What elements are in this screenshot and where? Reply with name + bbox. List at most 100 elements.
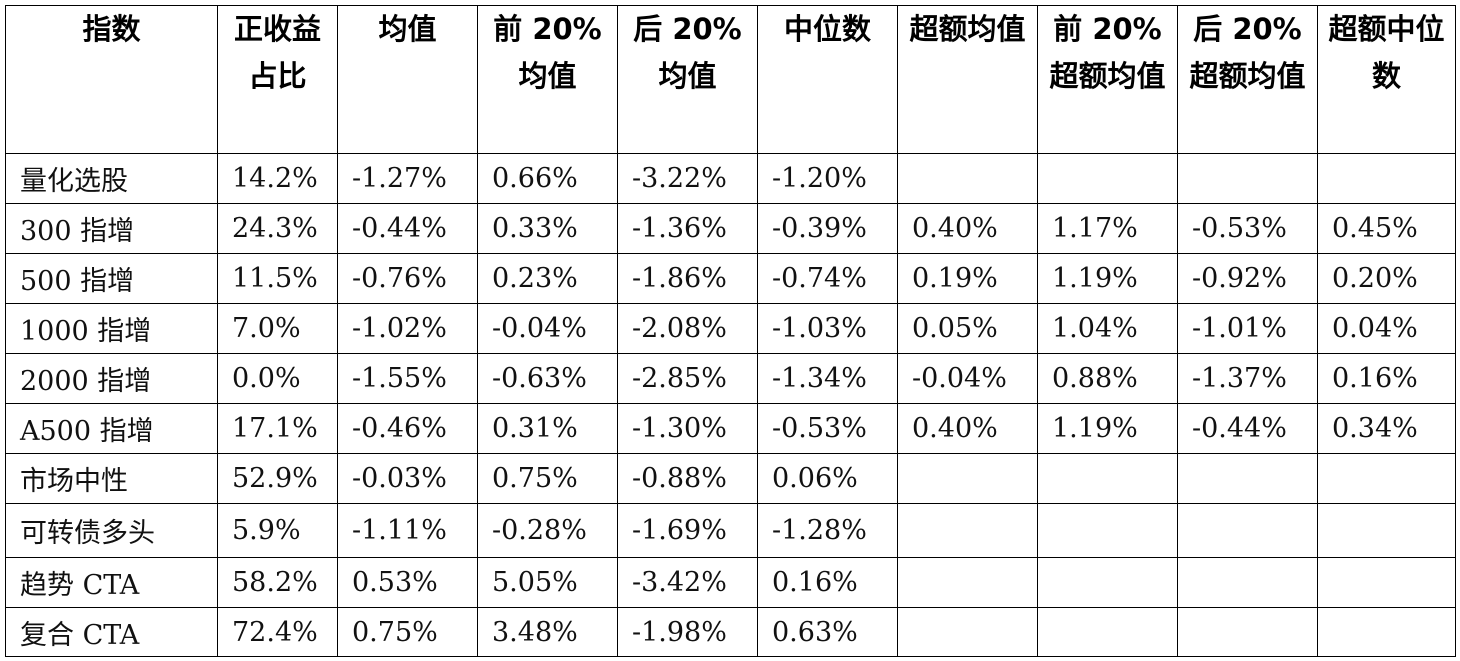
cell: -1.01% — [1177, 303, 1318, 354]
cell: -0.04% — [897, 353, 1038, 404]
cell: -3.22% — [617, 153, 758, 204]
header-cell: 超额中位数 — [1317, 5, 1456, 154]
cell: 1.17% — [1037, 203, 1178, 254]
empty-cell — [1177, 557, 1318, 608]
table-row: 可转债多头 5.9% -1.11% -0.28% -1.69% -1.28% — [5, 503, 1456, 558]
cell: -0.53% — [757, 403, 898, 454]
header-cell: 中位数 — [757, 5, 898, 154]
cell: 0.75% — [337, 607, 478, 657]
empty-cell — [897, 153, 1038, 204]
cell: -0.92% — [1177, 253, 1318, 304]
cell: -1.36% — [617, 203, 758, 254]
empty-cell — [1037, 503, 1178, 558]
row-label: 可转债多头 — [5, 503, 218, 558]
cell: -0.44% — [337, 203, 478, 254]
cell: -0.39% — [757, 203, 898, 254]
cell: 1.04% — [1037, 303, 1178, 354]
empty-cell — [897, 503, 1038, 558]
table-row: 1000 指增 7.0% -1.02% -0.04% -2.08% -1.03% 0.05%… — [5, 303, 1456, 354]
cell: -1.55% — [337, 353, 478, 404]
empty-cell — [1037, 607, 1178, 657]
cell: 0.16% — [757, 557, 898, 608]
cell: -0.03% — [337, 453, 478, 504]
cell: 58.2% — [217, 557, 338, 608]
cell: 0.40% — [897, 403, 1038, 454]
cell: 0.06% — [757, 453, 898, 504]
header-cell: 超额均值 — [897, 5, 1038, 154]
cell: 11.5% — [217, 253, 338, 304]
cell: 1.19% — [1037, 253, 1178, 304]
row-label: 500 指增 — [5, 253, 218, 304]
empty-cell — [897, 557, 1038, 608]
cell: 0.63% — [757, 607, 898, 657]
cell: -0.04% — [477, 303, 618, 354]
cell: -1.11% — [337, 503, 478, 558]
table-row: 500 指增 11.5% -0.76% 0.23% -1.86% -0.74% 0.19% 1… — [5, 253, 1456, 304]
cell: 24.3% — [217, 203, 338, 254]
row-label: 市场中性 — [5, 453, 218, 504]
cell: 7.0% — [217, 303, 338, 354]
header-row: 指数 正收益占比 均值前 20%均值后 20%均值 中位数 超额均值前 20%超额均值后… — [5, 5, 1456, 154]
cell: -3.42% — [617, 557, 758, 608]
cell: -0.88% — [617, 453, 758, 504]
cell: -0.53% — [1177, 203, 1318, 254]
cell: 0.53% — [337, 557, 478, 608]
table-row: 量化选股 14.2% -1.27% 0.66% -3.22% -1.20% — [5, 153, 1456, 204]
header-cell: 前 20%超额均值 — [1037, 5, 1178, 154]
row-label: 量化选股 — [5, 153, 218, 204]
header-cell: 后 20%超额均值 — [1177, 5, 1318, 154]
cell: -2.85% — [617, 353, 758, 404]
cell: -0.44% — [1177, 403, 1318, 454]
cell: 3.48% — [477, 607, 618, 657]
cell: -0.74% — [757, 253, 898, 304]
cell: -1.03% — [757, 303, 898, 354]
table-row: A500 指增 17.1% -0.46% 0.31% -1.30% -0.53% 0.40%… — [5, 403, 1456, 454]
cell: -1.30% — [617, 403, 758, 454]
row-label: 趋势 CTA — [5, 557, 218, 608]
cell: 5.05% — [477, 557, 618, 608]
empty-cell — [1317, 503, 1456, 558]
header-cell: 正收益占比 — [217, 5, 338, 154]
cell: 0.19% — [897, 253, 1038, 304]
cell: 0.05% — [897, 303, 1038, 354]
cell: -1.20% — [757, 153, 898, 204]
table-body: 量化选股 14.2% -1.27% 0.66% -3.22% -1.20% 300 指增 24… — [5, 153, 1456, 657]
empty-cell — [897, 453, 1038, 504]
cell: -0.76% — [337, 253, 478, 304]
cell: -0.63% — [477, 353, 618, 404]
cell: 17.1% — [217, 403, 338, 454]
empty-cell — [1317, 153, 1456, 204]
cell: 0.45% — [1317, 203, 1456, 254]
cell: 0.75% — [477, 453, 618, 504]
table-row: 300 指增 24.3% -0.44% 0.33% -1.36% -0.39% 0.40% 1… — [5, 203, 1456, 254]
table-row: 市场中性 52.9% -0.03% 0.75% -0.88% 0.06% — [5, 453, 1456, 504]
table-row: 趋势 CTA 58.2% 0.53% 5.05% -3.42% 0.16% — [5, 557, 1456, 608]
header-cell: 均值 — [337, 5, 478, 154]
cell: -1.34% — [757, 353, 898, 404]
cell: 0.88% — [1037, 353, 1178, 404]
empty-cell — [1177, 153, 1318, 204]
empty-cell — [1317, 453, 1456, 504]
cell: 0.33% — [477, 203, 618, 254]
cell: 0.23% — [477, 253, 618, 304]
cell: 52.9% — [217, 453, 338, 504]
cell: -1.69% — [617, 503, 758, 558]
cell: 0.16% — [1317, 353, 1456, 404]
cell: -1.98% — [617, 607, 758, 657]
data-table: 指数 正收益占比 均值前 20%均值后 20%均值 中位数 超额均值前 20%超额均值后… — [5, 5, 1456, 657]
empty-cell — [1037, 557, 1178, 608]
empty-cell — [1037, 453, 1178, 504]
cell: -0.28% — [477, 503, 618, 558]
cell: 5.9% — [217, 503, 338, 558]
empty-cell — [1317, 607, 1456, 657]
empty-cell — [897, 607, 1038, 657]
cell: -1.28% — [757, 503, 898, 558]
header-cell: 指数 — [5, 5, 218, 154]
cell: -1.27% — [337, 153, 478, 204]
cell: 0.34% — [1317, 403, 1456, 454]
empty-cell — [1317, 557, 1456, 608]
table-row: 2000 指增 0.0% -1.55% -0.63% -2.85% -1.34% -0.04… — [5, 353, 1456, 404]
row-label: 1000 指增 — [5, 303, 218, 354]
row-label: A500 指增 — [5, 403, 218, 454]
